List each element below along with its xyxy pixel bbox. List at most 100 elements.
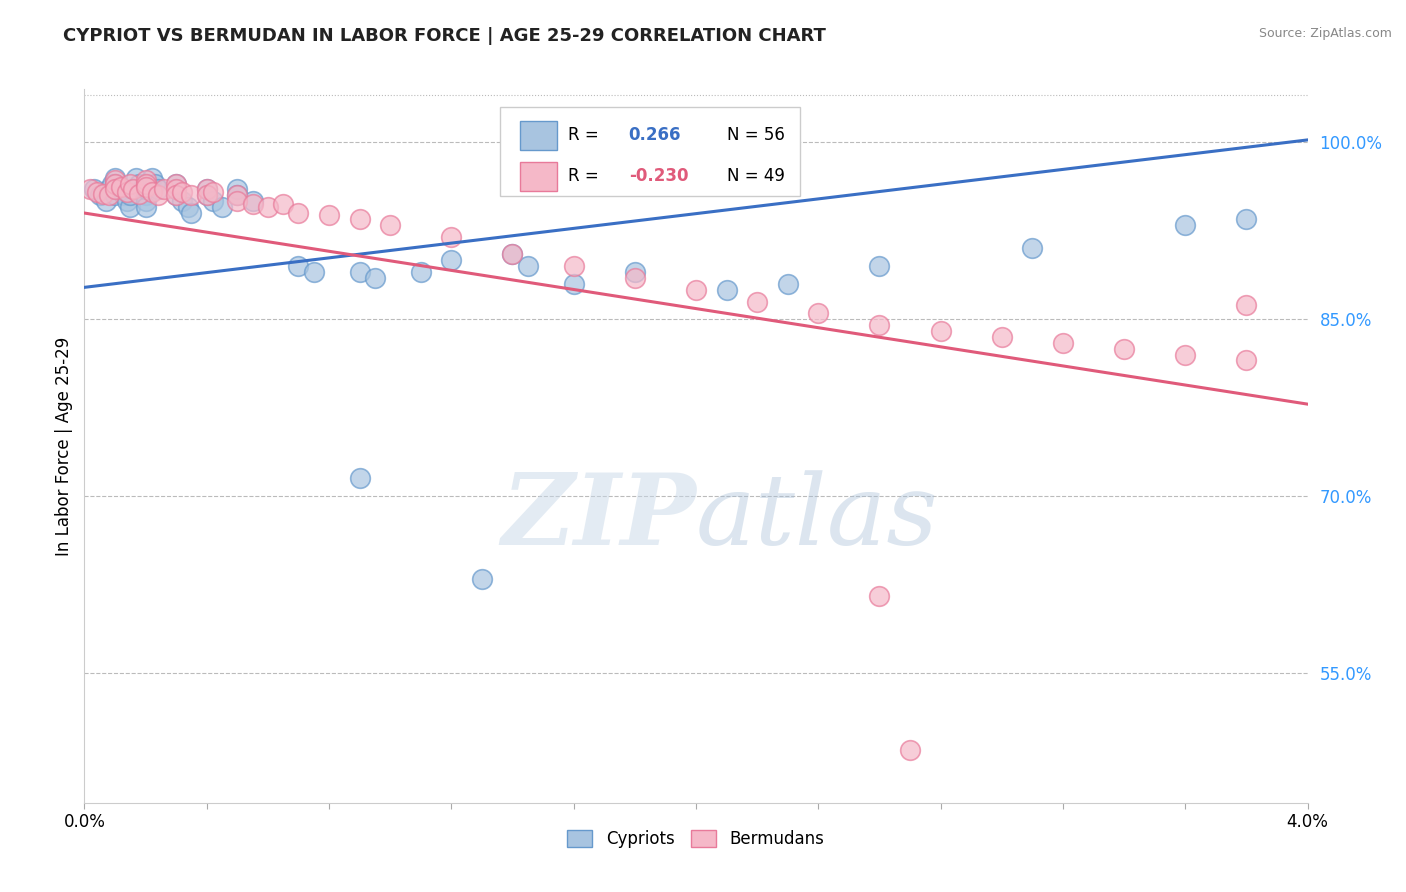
Point: [112, 188, 135, 202]
Point: [1174, 348, 1197, 362]
Point: [1114, 342, 1136, 356]
Point: [776, 277, 799, 291]
Point: [97, 188, 120, 202]
Point: [502, 247, 524, 261]
Point: [165, 177, 187, 191]
Point: [79, 182, 101, 196]
Point: [180, 206, 202, 220]
Point: [349, 211, 371, 226]
Point: [516, 259, 538, 273]
Point: [110, 180, 132, 194]
Point: [562, 259, 585, 273]
Point: [624, 271, 647, 285]
Point: [271, 196, 294, 211]
Point: [120, 200, 142, 214]
Text: Source: ZipAtlas.com: Source: ZipAtlas.com: [1258, 27, 1392, 40]
Point: [440, 253, 463, 268]
Point: [195, 188, 218, 202]
Text: ZIP: ZIP: [501, 469, 696, 566]
Point: [104, 177, 127, 191]
Point: [83, 182, 105, 196]
Point: [165, 188, 187, 202]
Point: [115, 194, 138, 209]
Text: 0.266: 0.266: [628, 126, 681, 144]
Point: [1174, 218, 1197, 232]
Text: atlas: atlas: [696, 470, 939, 565]
Point: [991, 330, 1014, 344]
Point: [195, 182, 218, 196]
Point: [104, 177, 127, 191]
Point: [869, 590, 891, 604]
Point: [226, 182, 249, 196]
Point: [349, 471, 371, 485]
Point: [146, 188, 169, 202]
Point: [128, 177, 150, 191]
Point: [226, 194, 249, 209]
Point: [180, 188, 202, 202]
Point: [302, 265, 325, 279]
Point: [929, 324, 952, 338]
Point: [257, 200, 280, 214]
Point: [747, 294, 769, 309]
Point: [125, 170, 148, 185]
Point: [624, 265, 647, 279]
Point: [172, 185, 194, 199]
FancyBboxPatch shape: [520, 162, 557, 191]
Point: [471, 572, 494, 586]
Text: CYPRIOT VS BERMUDAN IN LABOR FORCE | AGE 25-29 CORRELATION CHART: CYPRIOT VS BERMUDAN IN LABOR FORCE | AGE…: [63, 27, 827, 45]
Point: [146, 182, 169, 196]
Point: [135, 177, 157, 191]
Point: [104, 188, 127, 202]
Point: [94, 194, 117, 209]
Point: [135, 200, 157, 214]
Point: [287, 259, 309, 273]
Point: [104, 182, 127, 196]
Point: [201, 185, 224, 199]
Point: [141, 170, 163, 185]
Point: [201, 194, 224, 209]
Text: R =: R =: [568, 167, 603, 185]
Point: [195, 182, 218, 196]
Point: [226, 188, 249, 202]
Point: [502, 247, 524, 261]
Point: [120, 177, 142, 191]
Point: [97, 182, 120, 196]
Point: [409, 265, 432, 279]
Point: [104, 170, 127, 185]
Text: -0.230: -0.230: [628, 167, 688, 185]
Point: [364, 271, 387, 285]
Point: [89, 188, 111, 202]
Point: [122, 182, 145, 196]
Point: [165, 182, 187, 196]
Point: [128, 187, 150, 202]
Point: [135, 180, 157, 194]
Point: [135, 188, 157, 202]
Legend: Cypriots, Bermudans: Cypriots, Bermudans: [561, 823, 831, 855]
Text: N = 56: N = 56: [727, 126, 785, 144]
Point: [1236, 353, 1258, 368]
Point: [242, 196, 264, 211]
Point: [141, 185, 163, 199]
Point: [211, 200, 233, 214]
Point: [135, 194, 157, 209]
Y-axis label: In Labor Force | Age 25-29: In Labor Force | Age 25-29: [55, 336, 73, 556]
Point: [165, 182, 187, 196]
Point: [177, 200, 200, 214]
Point: [807, 306, 830, 320]
Point: [120, 188, 142, 202]
Point: [716, 283, 738, 297]
Point: [101, 177, 124, 191]
Point: [104, 182, 127, 196]
Point: [380, 218, 402, 232]
Point: [115, 185, 138, 199]
Point: [1021, 242, 1043, 256]
Point: [685, 283, 707, 297]
Point: [122, 182, 145, 196]
Point: [110, 182, 132, 196]
Point: [242, 194, 264, 209]
Point: [440, 229, 463, 244]
Text: N = 49: N = 49: [727, 167, 785, 185]
Point: [86, 185, 108, 199]
Point: [165, 188, 187, 202]
Point: [869, 318, 891, 332]
